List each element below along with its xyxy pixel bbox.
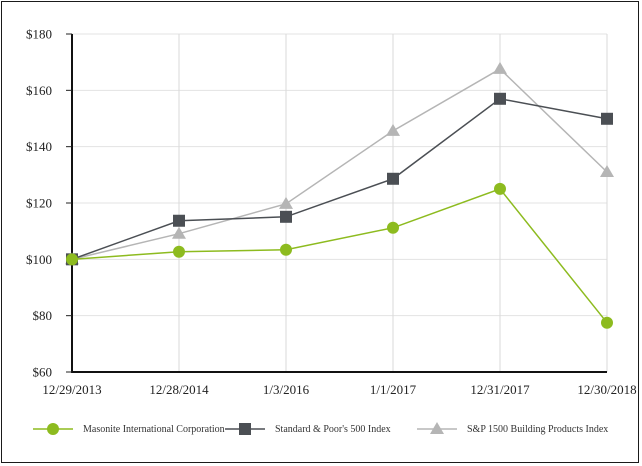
- y-tick-label: $180: [26, 27, 52, 42]
- y-tick-label: $140: [26, 139, 52, 154]
- x-tick-label: 1/1/2017: [370, 382, 417, 397]
- x-axis-ticks: 12/29/2013 12/28/2014 1/3/2016 1/1/2017 12/3…: [42, 382, 636, 397]
- data-point: [280, 210, 292, 223]
- y-tick-label: $100: [26, 252, 52, 267]
- x-tick-label: 1/3/2016: [263, 382, 310, 397]
- data-point: [173, 245, 185, 258]
- data-point: [280, 243, 292, 256]
- data-point: [279, 196, 293, 209]
- series-circle: [66, 182, 613, 329]
- triangle-marker-icon: [430, 422, 444, 434]
- legend-label: S&P 1500 Building Products Index: [467, 424, 608, 435]
- data-point: [172, 226, 186, 239]
- gridlines: [72, 33, 608, 372]
- series-group: [65, 61, 614, 329]
- y-axis-ticks: $60 $80 $100 $120 $140 $160 $180: [26, 27, 72, 380]
- legend-item-sp1500-building: S&P 1500 Building Products Index: [417, 422, 608, 435]
- data-point: [387, 172, 399, 185]
- data-point: [173, 214, 185, 227]
- data-point: [494, 92, 506, 105]
- legend-label: Masonite International Corporation: [83, 424, 225, 435]
- data-point: [600, 165, 614, 178]
- legend: Masonite International Corporation Stand…: [33, 422, 608, 435]
- y-tick-label: $80: [33, 308, 53, 323]
- x-tick-label: 12/30/2018: [577, 382, 636, 397]
- x-tick-label: 12/29/2013: [42, 382, 101, 397]
- y-tick-label: $120: [26, 196, 52, 211]
- x-tick-label: 12/31/2017: [470, 382, 530, 397]
- data-point: [494, 182, 506, 195]
- legend-label: Standard & Poor's 500 Index: [275, 424, 391, 435]
- legend-item-masonite: Masonite International Corporation: [33, 423, 225, 435]
- x-tick-label: 12/28/2014: [149, 382, 209, 397]
- square-marker-icon: [239, 423, 251, 435]
- data-point: [601, 316, 613, 329]
- circle-marker-icon: [47, 423, 59, 435]
- data-point: [66, 253, 78, 266]
- y-tick-label: $160: [26, 83, 52, 98]
- data-point: [601, 112, 613, 125]
- legend-item-sp500: Standard & Poor's 500 Index: [225, 423, 391, 435]
- data-point: [493, 61, 507, 74]
- series-triangle: [65, 61, 614, 265]
- data-point: [387, 221, 399, 234]
- data-point: [386, 123, 400, 136]
- y-tick-label: $60: [33, 365, 53, 380]
